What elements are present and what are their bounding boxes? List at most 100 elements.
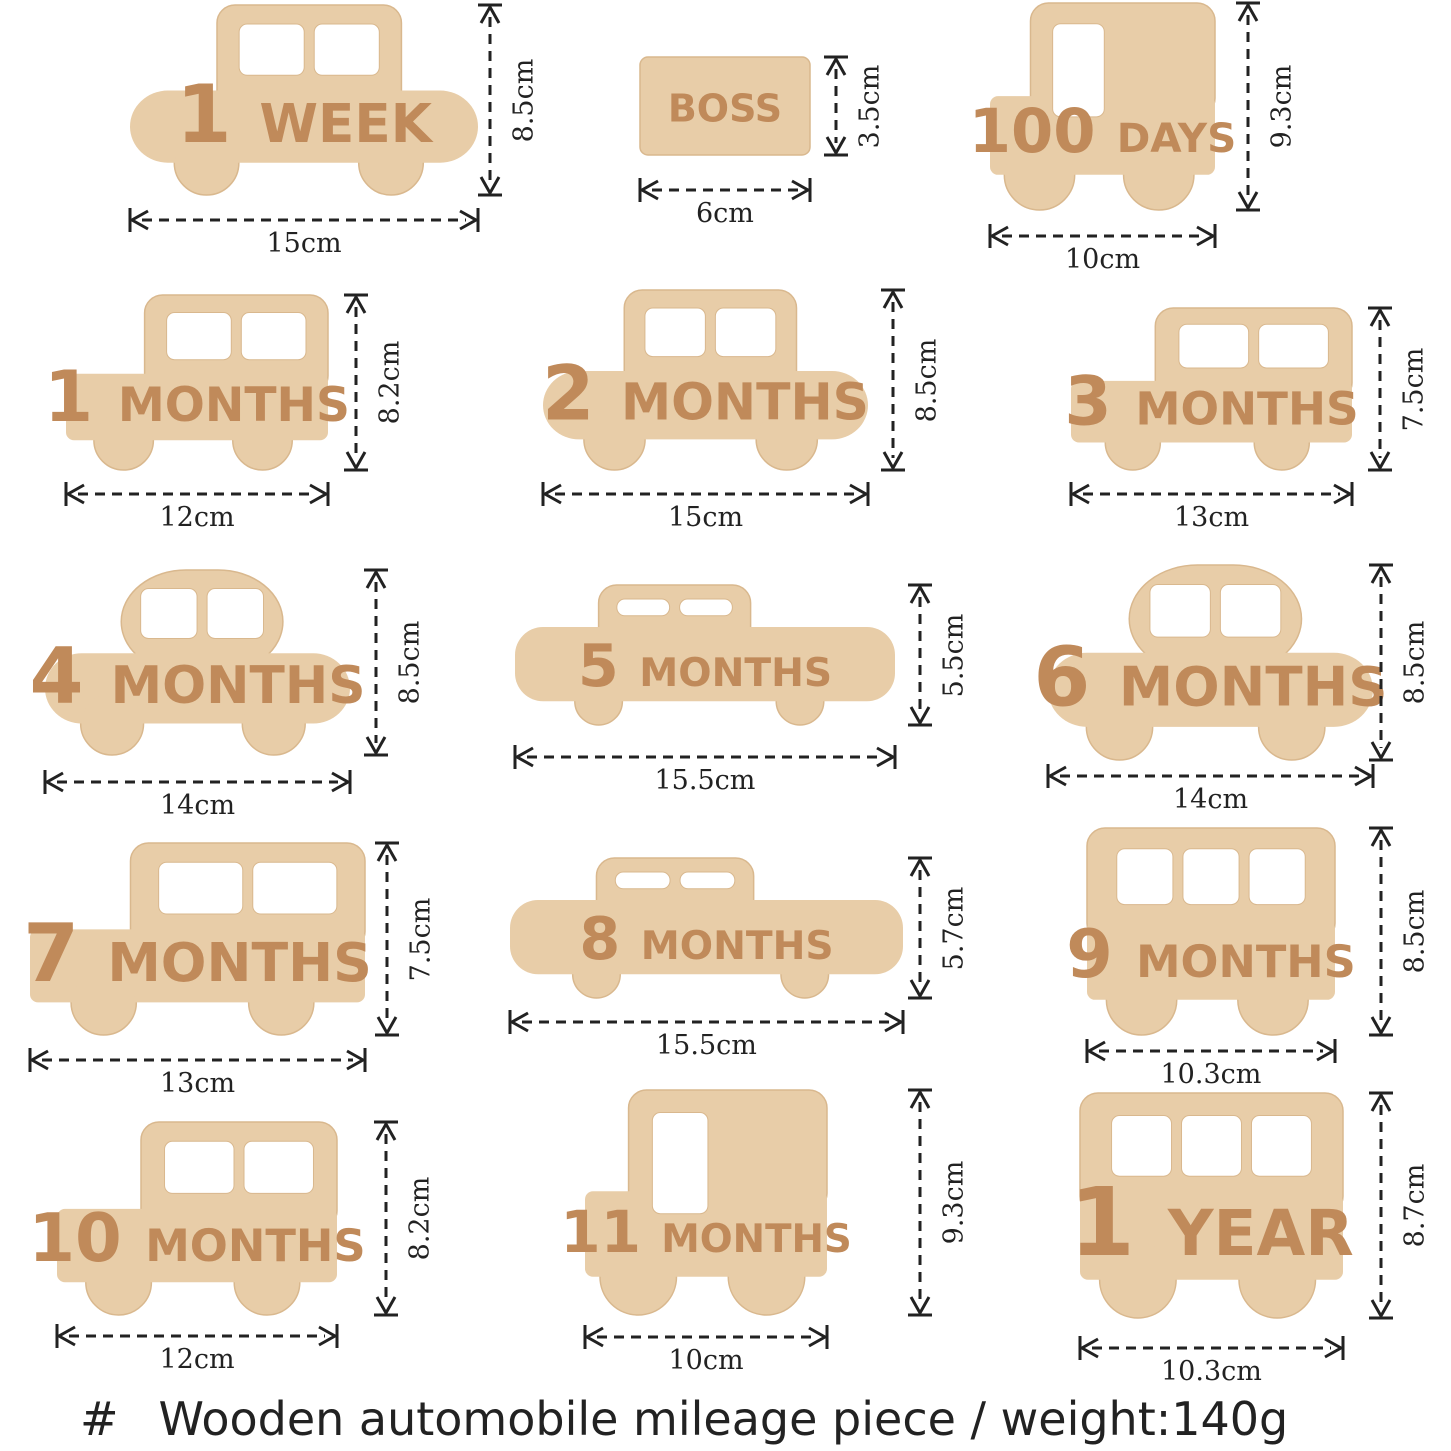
- height-label: 9.3cm: [938, 1160, 970, 1245]
- arrowhead-icon: [541, 483, 870, 505]
- window-cutout: [679, 598, 733, 617]
- window-cutout: [206, 588, 265, 639]
- width-label: 15cm: [668, 502, 744, 533]
- window-cutout: [1181, 1115, 1242, 1177]
- wheel: [781, 951, 828, 997]
- engraved-text: 2 MONTHS: [542, 350, 869, 438]
- engraved-number: 100: [969, 97, 1117, 167]
- arrowhead-icon: [825, 55, 847, 157]
- wheel: [1107, 965, 1176, 1034]
- window-cutout: [240, 312, 307, 361]
- width-label: 14cm: [160, 790, 236, 821]
- height-label: 8.5cm: [911, 338, 943, 422]
- caption-text: Wooden automobile mileage piece / weight…: [158, 1392, 1289, 1446]
- window-cutout: [238, 23, 305, 76]
- engraved-word: MONTHS: [111, 656, 366, 716]
- window-cutout: [1178, 323, 1250, 369]
- arrowhead-icon: [909, 583, 931, 727]
- wood-piece-8: 5 MONTHS: [513, 583, 932, 769]
- wheel: [235, 1250, 299, 1314]
- arrowhead-icon: [508, 1011, 905, 1033]
- window-cutout: [313, 23, 380, 76]
- arrowhead-icon: [28, 1049, 367, 1071]
- engraved-word: YEAR: [1167, 1197, 1354, 1270]
- wheel: [1124, 140, 1193, 209]
- engraved-text: 9 MONTHS: [1066, 915, 1356, 993]
- height-label: 8.5cm: [394, 620, 426, 705]
- wheel: [94, 411, 153, 469]
- width-label: 10cm: [668, 1345, 744, 1376]
- height-label: 8.5cm: [1399, 620, 1431, 705]
- wood-piece-10: 7 MONTHS: [23, 841, 399, 1072]
- wheel: [729, 1239, 804, 1314]
- engraved-word: BOSS: [668, 87, 782, 131]
- width-label: 10.3cm: [1160, 1059, 1262, 1090]
- engraved-number: 1: [1069, 1168, 1168, 1278]
- wheel: [243, 693, 305, 754]
- height-label: 8.7cm: [1399, 1163, 1431, 1248]
- wheel: [1100, 1242, 1176, 1317]
- engraved-word: MONTHS: [1119, 654, 1388, 718]
- engraved-word: MONTHS: [1135, 383, 1358, 436]
- caption: # Wooden automobile mileage piece / weigh…: [80, 1392, 1288, 1446]
- engraved-text: 11 MONTHS: [560, 1198, 852, 1266]
- window-cutout: [1248, 848, 1306, 906]
- arrowhead-icon: [1078, 1337, 1345, 1359]
- engraved-text: 100 DAYS: [969, 97, 1237, 167]
- width-label: 14cm: [1173, 784, 1249, 815]
- wood-piece-13: 10 MONTHS: [28, 1120, 398, 1348]
- arrowhead-icon: [1370, 563, 1392, 762]
- engraved-word: WEEK: [259, 93, 433, 155]
- caption-symbol: #: [80, 1392, 119, 1446]
- engraved-word: MONTHS: [641, 924, 834, 969]
- height-label: 5.5cm: [938, 613, 970, 697]
- engraved-number: 4: [29, 632, 110, 722]
- engraved-number: 1: [44, 355, 118, 438]
- wheel: [573, 951, 620, 997]
- height-label: 8.5cm: [1399, 889, 1431, 974]
- engraved-text: 5 MONTHS: [578, 631, 832, 700]
- arrowhead-icon: [1370, 826, 1392, 1037]
- engraved-text: 1 MONTHS: [44, 355, 350, 438]
- wheel: [1255, 415, 1309, 469]
- wheel: [584, 409, 645, 469]
- wood-piece-1: 1 WEEK: [128, 3, 502, 232]
- height-label: 7.5cm: [1398, 347, 1430, 431]
- engraved-text: 1 YEAR: [1069, 1168, 1354, 1278]
- arrowhead-icon: [375, 1120, 397, 1317]
- window-cutout: [1111, 1115, 1173, 1177]
- wood-piece-3: 100 DAYS: [969, 1, 1260, 248]
- arrowhead-icon: [988, 225, 1217, 247]
- width-label: 10.3cm: [1161, 1356, 1262, 1387]
- wheel: [86, 1250, 151, 1314]
- engraved-text: BOSS: [668, 87, 782, 131]
- engraved-number: 2: [542, 350, 621, 438]
- engraved-word: DAYS: [1117, 114, 1237, 162]
- window-cutout: [1052, 23, 1105, 118]
- window-cutout: [644, 307, 706, 358]
- engraved-number: 3: [1064, 363, 1135, 442]
- height-label: 7.5cm: [405, 897, 437, 981]
- wheel: [1240, 1242, 1315, 1317]
- window-cutout: [679, 871, 736, 890]
- arrowhead-icon: [882, 288, 904, 472]
- wheel: [757, 409, 817, 469]
- width-label: 12cm: [159, 1344, 235, 1375]
- width-label: 13cm: [1174, 502, 1250, 533]
- width-label: 10cm: [1065, 244, 1141, 275]
- piece-body: [639, 56, 811, 156]
- wood-piece-2: BOSS: [638, 55, 848, 202]
- engraved-number: 11: [560, 1198, 661, 1266]
- height-label: 5.7cm: [938, 886, 970, 970]
- wood-piece-9: 6 MONTHS: [1033, 563, 1393, 788]
- wood-piece-7: 4 MONTHS: [29, 568, 388, 794]
- width-label: 15.5cm: [656, 1030, 757, 1061]
- engraved-word: MONTHS: [107, 931, 372, 994]
- arrowhead-icon: [909, 1088, 931, 1317]
- wood-piece-4: 1 MONTHS: [44, 293, 368, 506]
- width-label: 6cm: [696, 198, 754, 229]
- window-cutout: [616, 598, 671, 617]
- arrowhead-icon: [43, 771, 352, 793]
- engraved-number: 8: [579, 904, 640, 973]
